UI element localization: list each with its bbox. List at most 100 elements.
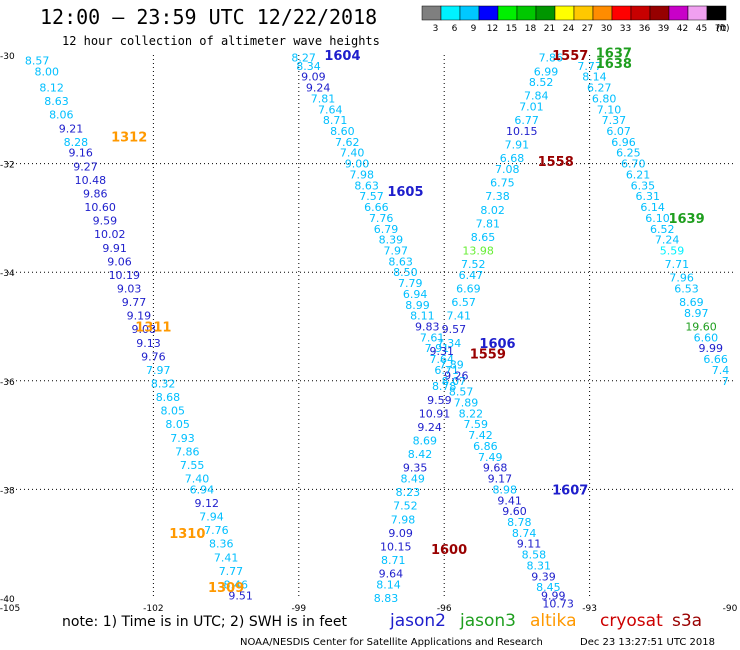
legend-swatch	[459, 5, 480, 21]
swh-reading: 10.15	[506, 125, 538, 138]
legend-swatch	[573, 5, 594, 21]
swh-reading: 10.48	[75, 174, 107, 187]
swh-reading: 8.78	[432, 380, 457, 393]
track-label: 1558	[538, 155, 574, 170]
swh-reading: 8.57	[449, 386, 474, 399]
swh-reading: 9.24	[306, 82, 331, 95]
swh-reading: 8.97	[684, 307, 709, 320]
swh-reading: 8.14	[376, 578, 401, 591]
swh-reading: 8.31	[526, 559, 551, 572]
swh-reading: 13.98	[462, 244, 494, 257]
legend-swatch	[668, 5, 689, 21]
swh-reading: 7.84	[524, 90, 549, 103]
track-label: 1605	[387, 185, 423, 200]
swh-reading: 7.24	[655, 234, 680, 247]
swh-reading: 7	[722, 375, 729, 388]
swh-reading: 5.59	[660, 244, 685, 257]
swh-reading: 9.83	[415, 321, 440, 334]
track-label: 1311	[135, 321, 171, 336]
legend-label: 9	[471, 24, 477, 34]
swh-reading: 8.22	[459, 407, 484, 420]
swh-reading: 9.16	[68, 147, 93, 160]
legend-swatch	[649, 5, 670, 21]
swh-reading: 9.41	[497, 494, 522, 507]
swh-reading: 9.19	[127, 310, 152, 323]
swh-reading: 8.71	[323, 114, 348, 127]
track-label: 1557	[552, 49, 588, 64]
swh-reading: 6.96	[611, 136, 636, 149]
swh-reading: 8.68	[156, 391, 181, 404]
swh-reading: 8.63	[354, 179, 379, 192]
swh-reading: 8.98	[493, 483, 518, 496]
swh-reading: 7.41	[214, 551, 239, 564]
track-label: 1600	[431, 543, 467, 558]
swh-reading: 7.61	[420, 331, 445, 344]
swh-reading: 9.35	[403, 462, 428, 475]
swh-reading: 9.77	[122, 296, 147, 309]
legend-label: 12	[487, 24, 498, 34]
swh-reading: 9.99	[541, 589, 566, 602]
swh-reading: 6.31	[636, 190, 661, 203]
track-label: 1606	[479, 337, 515, 352]
swh-reading: 7.77	[219, 565, 244, 578]
swh-reading: 7.96	[669, 272, 694, 285]
swh-reading: 8.12	[39, 82, 64, 95]
swh-reading: 9.57	[442, 323, 467, 336]
swh-reading: 6.53	[674, 282, 699, 295]
swh-reading: 8.57	[25, 54, 50, 67]
legend-label: 45	[696, 24, 707, 34]
swh-reading: 6.14	[640, 201, 665, 214]
swh-reading: 9.86	[83, 187, 108, 200]
legend-label: 39	[658, 24, 670, 34]
swh-reading: 6.07	[606, 125, 631, 138]
swh-reading: 7.55	[180, 459, 205, 472]
swh-reading: 9.26	[444, 369, 469, 382]
swh-reading: 6.60	[694, 331, 719, 344]
swh-reading: 7.81	[476, 217, 501, 230]
swh-reading: 8.39	[379, 234, 404, 247]
lat-tick-label: -36	[0, 378, 15, 388]
legend-label: 6	[452, 24, 458, 34]
lon-tick-label: -96	[437, 604, 452, 614]
swh-reading: 8.36	[209, 538, 234, 551]
swh-reading: 7.97	[146, 364, 171, 377]
lat-tick-label: -30	[0, 52, 15, 62]
lat-tick-label: -34	[0, 269, 15, 279]
swh-reading: 7.91	[505, 139, 530, 152]
swh-reading: 7.77	[577, 60, 602, 73]
swh-reading: 9.24	[417, 421, 442, 434]
swh-reading: 8.50	[393, 266, 418, 279]
swh-reading: 7.34	[437, 337, 462, 350]
swh-reading: 6.25	[616, 147, 641, 160]
legend-swatch	[611, 5, 632, 21]
swh-reading: 7.08	[495, 163, 520, 176]
swh-reading: 6.66	[364, 201, 389, 214]
swh-reading: 6.68	[500, 152, 525, 165]
satellite-legend-item: cryosat	[600, 611, 663, 631]
swh-reading: 7.62	[335, 136, 360, 149]
swh-reading: 9.64	[379, 568, 404, 581]
swh-reading: 6.57	[451, 296, 476, 309]
satellite-legend-item: s3a	[672, 611, 702, 631]
swh-reading: 9.09	[388, 527, 413, 540]
swh-reading: 9.27	[73, 160, 98, 173]
swh-reading: 8.74	[512, 527, 537, 540]
legend-label: 70	[715, 24, 727, 34]
swh-reading: 8.05	[165, 418, 190, 431]
chart-title: 12:00 — 23:59 UTC 12/22/2018	[40, 5, 377, 29]
swh-reading: 6.10	[645, 212, 670, 225]
legend-swatch	[478, 5, 499, 21]
swh-reading: 7.94	[199, 511, 224, 524]
satellite-legend: jason2 jason3 altika cryosat s3a	[389, 611, 702, 631]
legend-label: 36	[639, 24, 651, 34]
legend-label: 42	[677, 24, 688, 34]
swh-reading: 7.52	[461, 258, 486, 271]
swh-reading: 8.00	[35, 65, 60, 78]
swh-reading: 6.71	[434, 364, 459, 377]
swh-reading: 8.32	[151, 378, 176, 391]
swh-reading: 9.00	[345, 158, 370, 171]
track-label: 1310	[169, 527, 205, 542]
swh-reading: 8.63	[44, 95, 69, 108]
swh-reading: 9.12	[194, 497, 219, 510]
swh-reading: 8.99	[405, 299, 430, 312]
